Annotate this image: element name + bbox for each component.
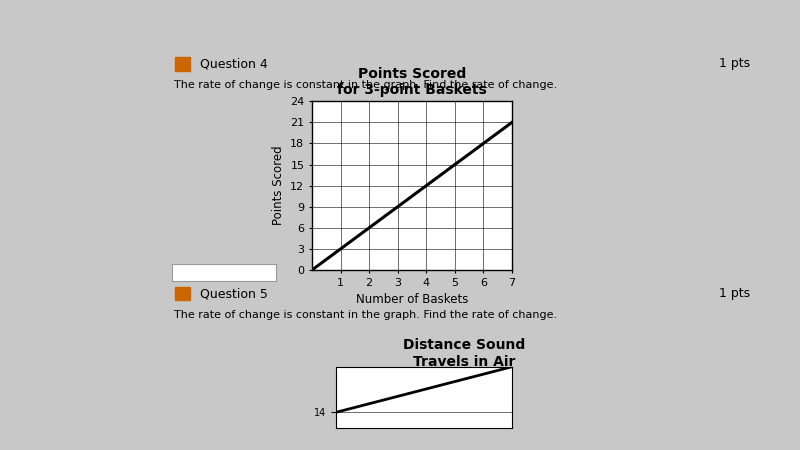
Text: The rate of change is constant in the graph. Find the rate of change.: The rate of change is constant in the gr… (174, 81, 557, 90)
Text: Distance Sound
Travels in Air: Distance Sound Travels in Air (403, 338, 525, 369)
Text: Question 5: Question 5 (199, 287, 267, 300)
Bar (175, 287, 190, 301)
Text: 1 pts: 1 pts (718, 287, 750, 300)
Text: 1 pts: 1 pts (718, 58, 750, 70)
Text: Question 4: Question 4 (199, 58, 267, 70)
Bar (175, 57, 190, 71)
X-axis label: Number of Baskets: Number of Baskets (356, 293, 468, 306)
Title: Points Scored
for 3-point Baskets: Points Scored for 3-point Baskets (337, 67, 487, 97)
Y-axis label: Points Scored: Points Scored (271, 146, 285, 225)
Text: The rate of change is constant in the graph. Find the rate of change.: The rate of change is constant in the gr… (174, 310, 557, 320)
